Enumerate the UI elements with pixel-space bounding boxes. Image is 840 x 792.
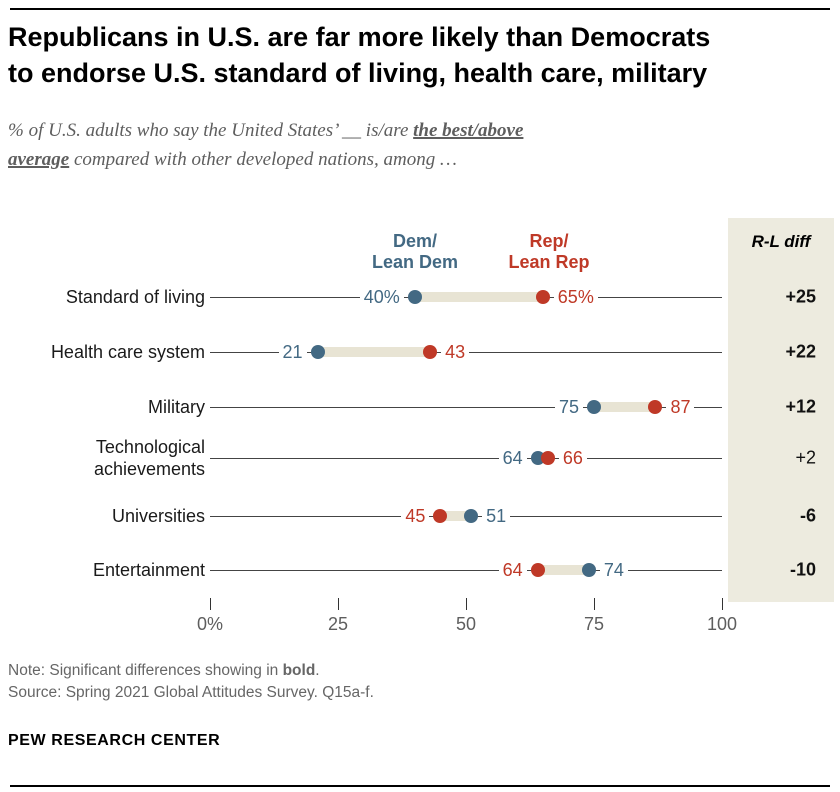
diff-value: -6 [799,505,816,526]
dem-value-label: 75 [554,397,583,417]
axis-tick-label: 50 [455,614,477,634]
rep-value-label: 45 [401,506,430,526]
rep-value-label: 64 [498,560,527,580]
diff-column-header: R-L diff [751,232,811,251]
dem-value-label: 21 [278,342,307,362]
category-label: Universities [111,506,205,526]
note-bold-word: bold [282,662,316,679]
category-label: Military [148,397,205,417]
diff-value: +12 [785,396,816,417]
axis-tick-label: 100 [706,614,738,634]
rep-dot [540,451,555,465]
dem-header-line-1: Dem/ [392,231,437,251]
bottom-rule [10,785,830,787]
rep-value-label: 65% [553,287,598,307]
dem-value-label: 51 [482,506,511,526]
dem-header-line-2: Lean Dem [371,252,459,272]
top-rule [10,8,830,10]
diff-value: +22 [785,341,816,362]
note-period: . [315,662,320,679]
diff-value: -10 [789,559,816,580]
subtitle-emphasis-1: the best/above [413,120,524,141]
dem-dot [587,400,601,414]
dumbbell-connector [440,511,472,521]
rep-value-label: 66 [558,448,587,468]
axis-tick-label: 0% [196,614,223,634]
row-line [210,569,722,571]
subtitle-text-1: % of U.S. adults who say the United Stat… [8,120,414,141]
dumbbell-connector [594,402,656,412]
category-label: Entertainment [92,560,205,580]
rep-dot [530,563,545,577]
brand: PEW RESEARCH CENTER [8,732,221,749]
note-text: Note: Significant differences showing in [8,662,283,679]
row-line [210,406,722,408]
subtitle-text-2: compared with other developed nations, a… [69,149,457,171]
dem-dot [407,290,422,304]
axis-tick [593,598,595,610]
dem-dot [464,509,479,523]
axis-tick [721,598,723,610]
category-label: Standard of living [65,287,205,307]
axis-tick-label: 25 [327,614,349,634]
axis-tick [209,598,211,610]
dumbbell-connector [414,292,543,302]
diff-panel [728,218,834,602]
rep-dot [433,509,448,523]
subtitle-emphasis-2: average [8,149,70,171]
dem-dot [310,345,325,359]
dem-dot [581,563,596,577]
dumbbell-connector [537,565,589,575]
axis-tick [337,598,339,610]
rep-dot [535,290,550,304]
dem-value-label: 74 [599,560,628,580]
source-text: Source: Spring 2021 Global Attitudes Sur… [8,684,374,701]
subtitle: % of U.S. adults who say the United Stat… [8,116,808,175]
diff-value: +2 [795,447,816,468]
dem-value-label: 40% [359,287,404,307]
category-label: Technological achievements [93,437,205,479]
page-title: Republicans in U.S. are far more likely … [8,20,832,91]
category-label: Health care system [50,342,205,362]
rep-column-header: Rep/ Lean Rep [474,231,624,273]
title-line-1: Republicans in U.S. are far more likely … [8,22,711,52]
dem-value-label: 64 [498,448,527,468]
rep-header-line-2: Lean Rep [508,252,590,272]
axis-tick-label: 75 [583,614,605,634]
dumbbell-connector [317,347,431,357]
title-line-2: to endorse U.S. standard of living, heal… [8,57,708,88]
axis-tick [465,598,467,610]
row-line [210,457,722,459]
diff-value: +25 [785,286,816,307]
rep-value-label: 87 [666,397,695,417]
chart-notes: Note: Significant differences showing in… [8,660,374,704]
rep-dot [648,400,663,414]
dem-column-header: Dem/ Lean Dem [340,231,490,273]
rep-value-label: 43 [441,342,470,362]
rep-dot [423,345,438,359]
rep-header-line-1: Rep/ [529,231,569,251]
